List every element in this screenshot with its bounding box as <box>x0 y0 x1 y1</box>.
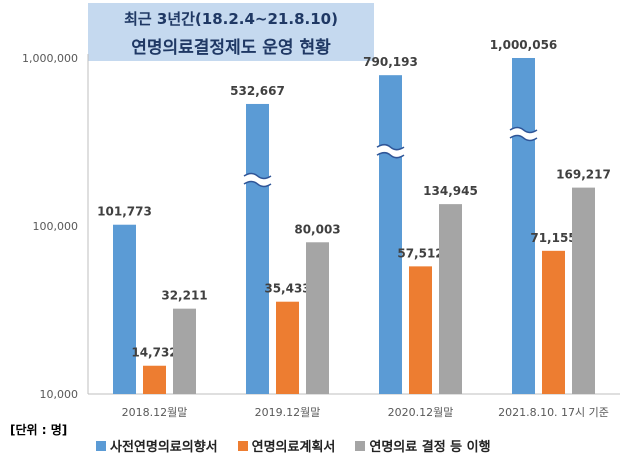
data-label: 57,512 <box>397 246 443 260</box>
data-label: 101,773 <box>97 205 152 219</box>
axis-break-gap <box>510 127 537 141</box>
axis-break-line <box>509 126 538 134</box>
data-label: 32,211 <box>161 289 207 303</box>
legend: 사전연명의료의향서 연명의료계획서 연명의료 결정 등 이행 <box>96 436 491 455</box>
data-label: 169,217 <box>556 168 611 182</box>
bar <box>276 301 299 394</box>
data-label: 14,732 <box>131 346 177 360</box>
axis-break-line <box>243 172 272 180</box>
legend-swatch-advance-directive <box>96 440 106 451</box>
y-tick-label: 100,000 <box>33 220 79 233</box>
bar <box>173 308 196 394</box>
data-label: 1,000,056 <box>490 38 558 52</box>
x-tick-label: 2019.12월말 <box>255 406 321 419</box>
axis-break-gap <box>377 144 404 158</box>
axis-break-line <box>376 151 405 159</box>
bar <box>246 103 269 394</box>
bar <box>542 250 565 394</box>
bar <box>572 187 595 394</box>
bar <box>379 75 402 395</box>
x-tick-label: 2020.12월말 <box>388 406 454 419</box>
data-label: 80,003 <box>294 222 340 236</box>
data-label: 134,945 <box>423 184 478 198</box>
legend-swatch-care-plan <box>237 440 248 451</box>
bar <box>306 242 329 394</box>
bar <box>512 57 535 395</box>
bar <box>113 224 136 394</box>
legend-item-advance-directive: 사전연명의료의향서 <box>96 436 218 455</box>
x-tick-label: 2021.8.10. 17시 기준 <box>498 406 609 419</box>
data-label: 71,155 <box>530 231 576 245</box>
axis-break-gap <box>244 173 271 187</box>
y-tick-label: 10,000 <box>40 388 79 401</box>
x-tick-label: 2018.12월말 <box>122 406 188 419</box>
axis-break-line <box>509 134 538 142</box>
title-line1: 최근 3년간(18.2.4~21.8.10) <box>124 10 338 28</box>
legend-label-decision-implemented: 연명의료 결정 등 이행 <box>369 440 491 455</box>
legend-label-care-plan: 연명의료계획서 <box>251 440 336 455</box>
data-label: 790,193 <box>363 55 418 69</box>
y-tick-label: 1,000,000 <box>22 52 78 65</box>
title-line2: 연명의료결정제도 운영 현황 <box>131 38 331 58</box>
data-label: 35,433 <box>264 282 310 296</box>
axis-break-line <box>243 180 272 188</box>
unit-note: [단위 : 명] <box>10 423 68 437</box>
legend-label-advance-directive: 사전연명의료의향서 <box>110 440 218 455</box>
axis-break-line <box>376 143 405 151</box>
legend-item-decision-implemented: 연명의료 결정 등 이행 <box>355 436 491 455</box>
title-box: 최근 3년간(18.2.4~21.8.10) 연명의료결정제도 운영 현황 <box>88 3 374 61</box>
data-label: 532,667 <box>230 84 285 98</box>
bar <box>439 204 462 394</box>
bar <box>409 266 432 394</box>
bar <box>143 365 166 394</box>
legend-swatch-decision-implemented <box>355 440 366 451</box>
legend-item-care-plan: 연명의료계획서 <box>237 436 336 455</box>
